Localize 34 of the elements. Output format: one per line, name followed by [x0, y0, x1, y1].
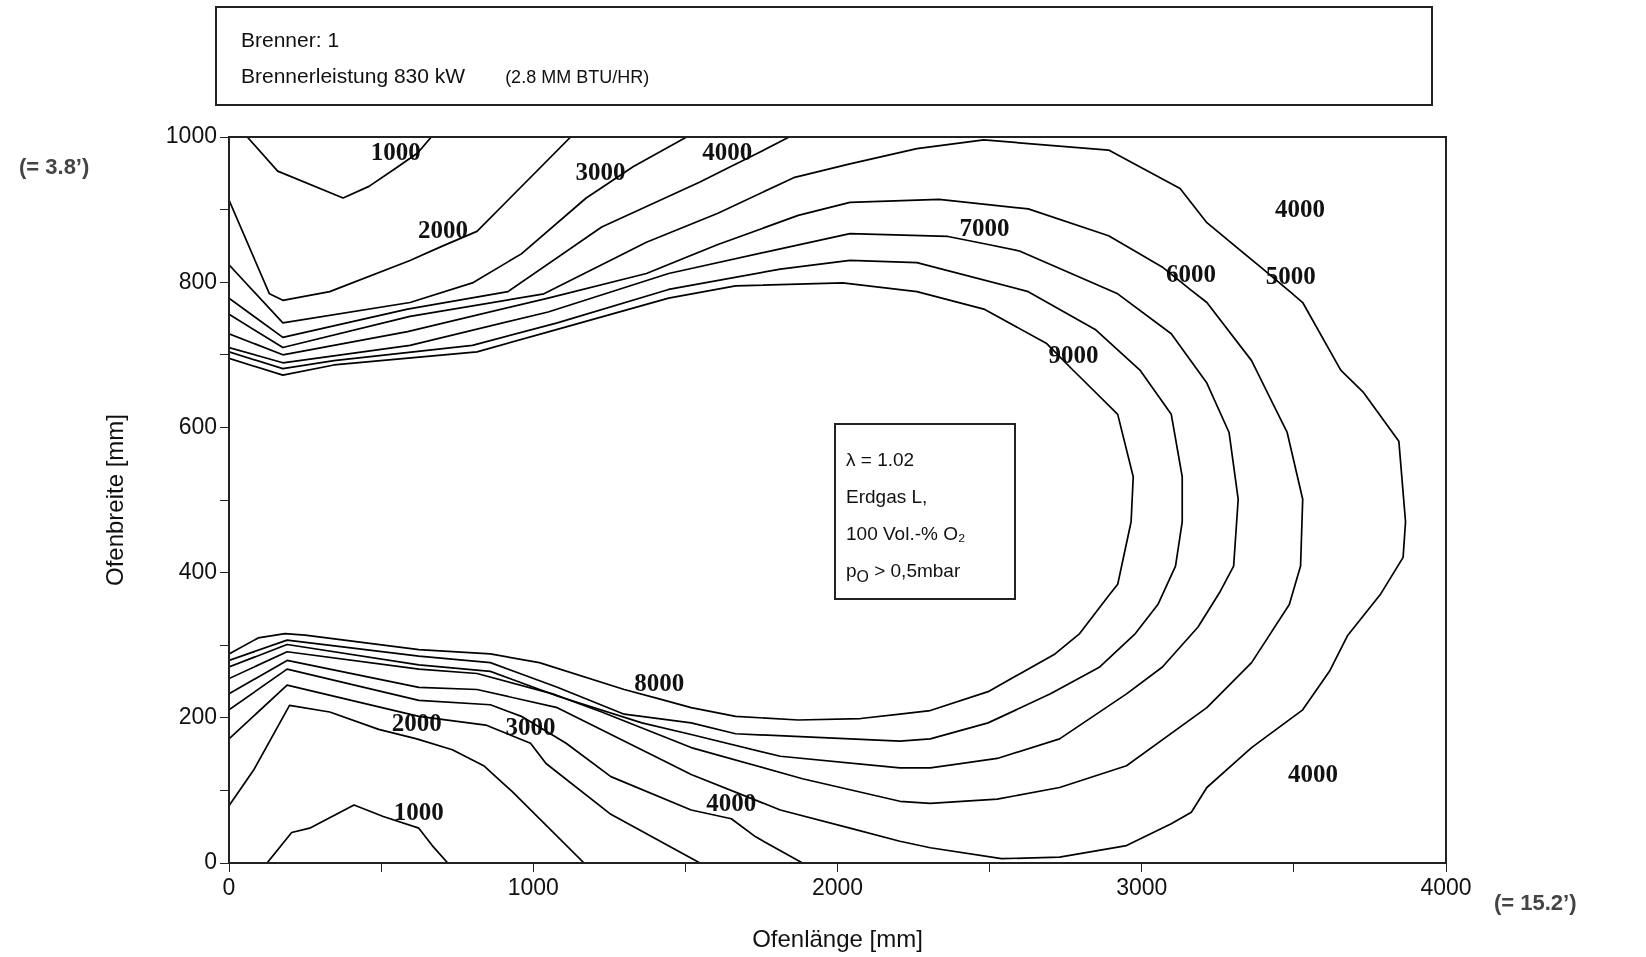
annotation: 4000 [1275, 195, 1325, 223]
x-tick-label: 1000 [507, 874, 559, 901]
chart-title: Brenner: 1 [241, 27, 341, 53]
y-tick-label: 0 [204, 848, 217, 875]
annotation: 4000 [1288, 760, 1338, 788]
x-tick-label: 4000 [1420, 874, 1472, 901]
y-tick-label: 400 [178, 557, 217, 584]
text: (= 15.2’) [1494, 890, 1577, 916]
annotation: 3000 [575, 158, 626, 186]
annotation: 7000 [959, 213, 1010, 241]
annotation: 6000 [1166, 260, 1217, 288]
annotation: Erdgas L, [846, 485, 929, 509]
annotation: 1000 [370, 138, 421, 166]
annotation: p$_{O}$ > 0,5mbar [846, 559, 962, 587]
y-tick-label: 600 [178, 412, 217, 439]
annotation: 2000 [391, 708, 442, 736]
y-tick-label: 200 [178, 703, 217, 730]
y-tick-label: 800 [178, 267, 217, 294]
annotation: λ = 1.02 [846, 448, 916, 472]
annotation: 4000 [702, 138, 753, 166]
x-tick-label: 0 [222, 874, 236, 901]
y-axis-title: Ofenbreite [mm] [101, 413, 129, 587]
y-tick-label: 1000 [165, 122, 217, 149]
annotation: 2000 [417, 215, 468, 243]
annotation: 8000 [634, 668, 685, 696]
text: (= 3.8’) [19, 154, 90, 180]
annotation: 4000 [706, 788, 757, 816]
annotation: 100 Vol.-% O₂ [846, 522, 967, 546]
annotation: 1000 [393, 798, 444, 826]
chart-subtitle: Brennerleistung 830 kW [241, 64, 466, 87]
x-tick-label: 2000 [811, 874, 864, 901]
text: (2.8 MM BTU/HR) [505, 67, 650, 87]
x-axis-title: Ofenlänge [mm] [752, 925, 923, 953]
x-tick-label: 3000 [1116, 874, 1168, 901]
